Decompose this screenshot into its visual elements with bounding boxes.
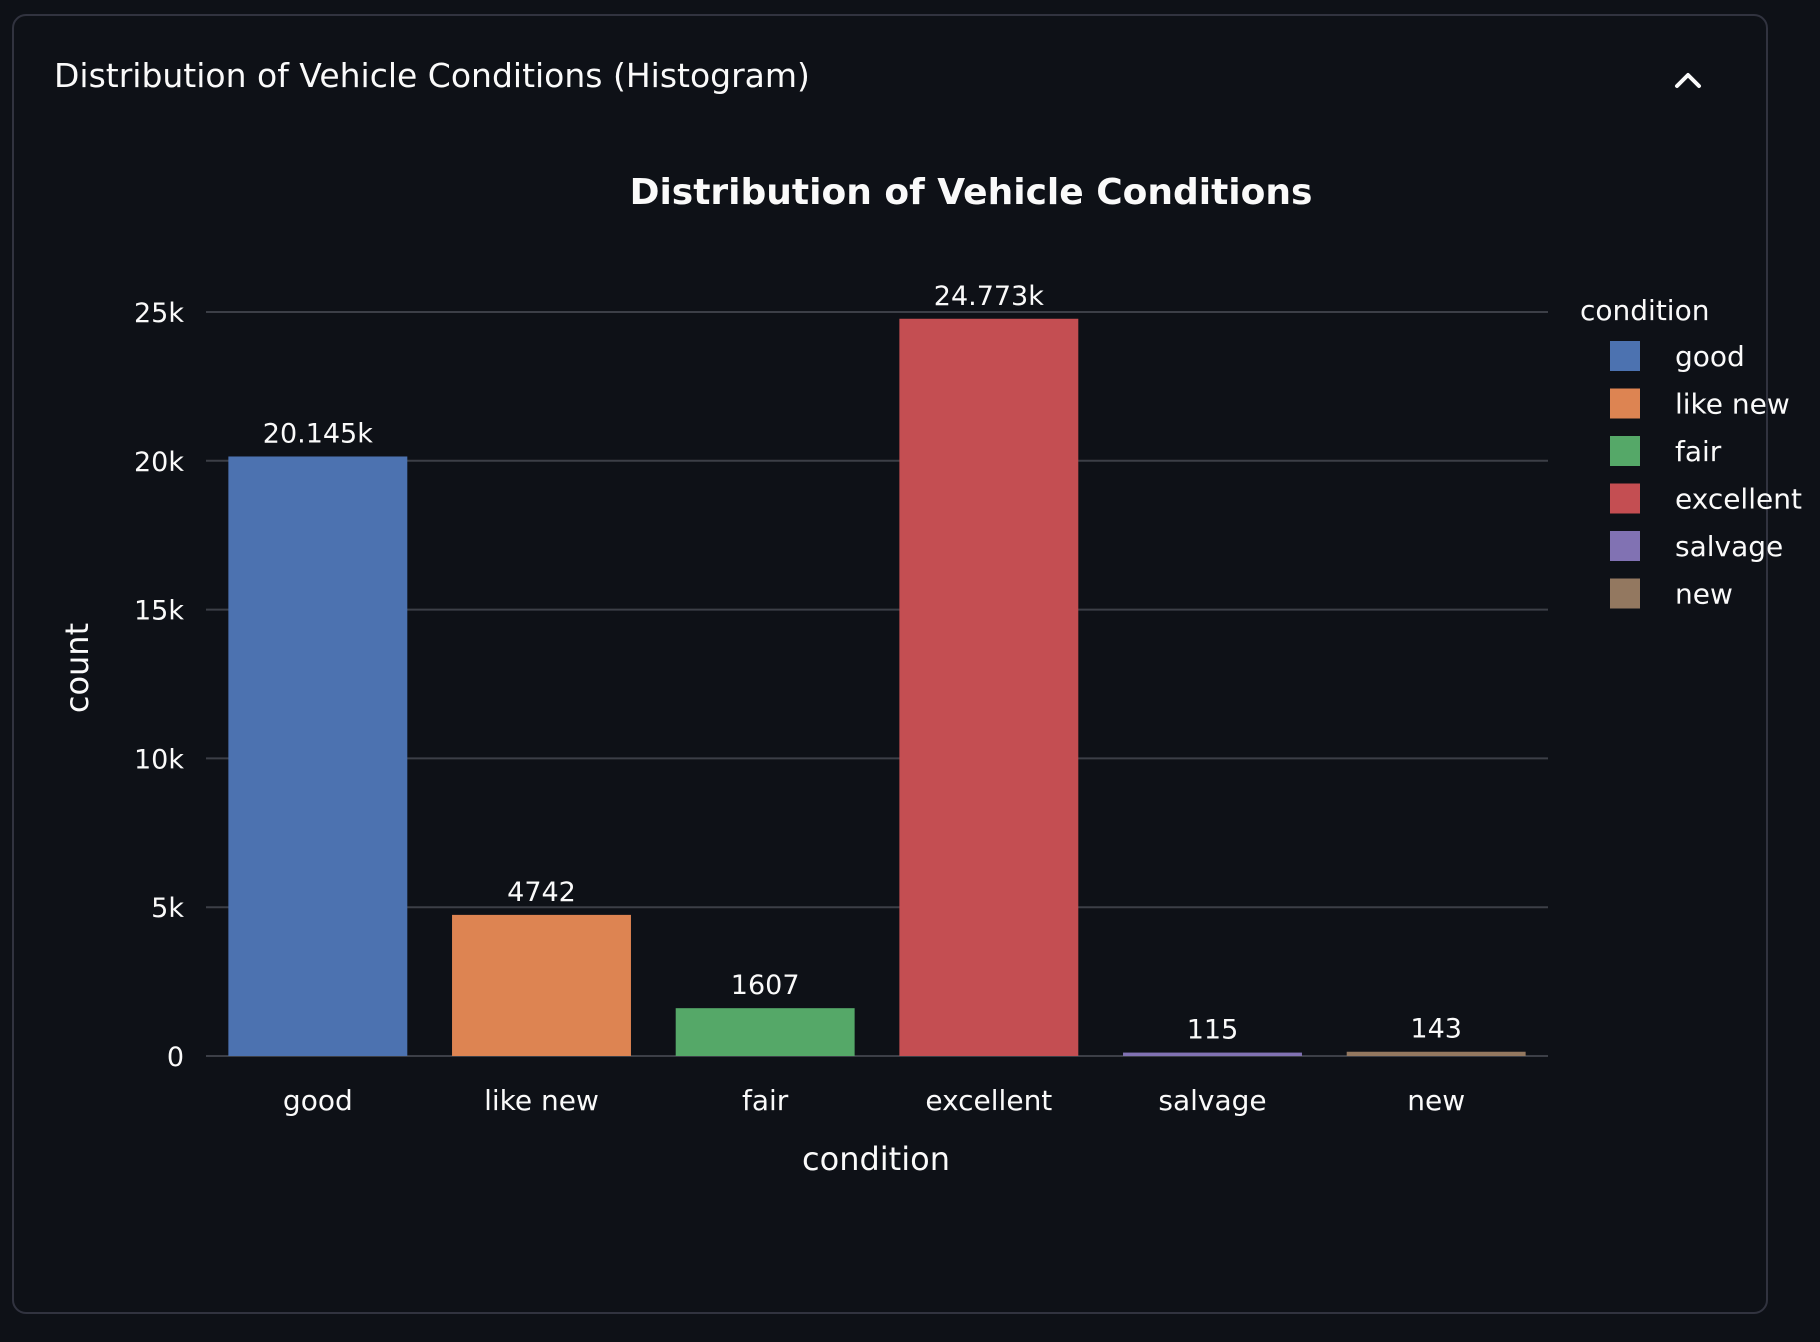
- bar-value-label: 1607: [731, 970, 800, 1001]
- expander-title: Distribution of Vehicle Conditions (Hist…: [54, 56, 810, 95]
- grid-lines: [206, 311, 1548, 1057]
- bar-fair[interactable]: [675, 1008, 855, 1056]
- legend-swatch: [1610, 578, 1640, 609]
- chart-title: Distribution of Vehicle Conditions: [630, 172, 1313, 213]
- bar-salvage[interactable]: [1123, 1052, 1302, 1056]
- legend-swatch: [1610, 436, 1640, 466]
- x-tick-label: like new: [484, 1084, 599, 1117]
- legend-item-label[interactable]: salvage: [1675, 530, 1783, 563]
- y-tick-label: 20k: [134, 447, 184, 478]
- legend-item-label[interactable]: good: [1675, 340, 1745, 373]
- x-axis-label: condition: [802, 1140, 950, 1178]
- bars: [228, 318, 1526, 1057]
- bar-new[interactable]: [1346, 1051, 1526, 1056]
- expander-header[interactable]: Distribution of Vehicle Conditions (Hist…: [14, 16, 1766, 134]
- legend-item-label[interactable]: new: [1675, 578, 1733, 611]
- bar-value-label: 4742: [507, 877, 576, 908]
- y-tick-label: 10k: [134, 744, 184, 775]
- x-tick-label: fair: [742, 1084, 789, 1117]
- y-tick-label: 5k: [151, 893, 184, 924]
- x-tick-label: new: [1407, 1084, 1465, 1117]
- bar-value-label: 20.145k: [263, 418, 373, 449]
- axes: 0 5k 10k 15k 20k 25k good like new fair excellent…: [134, 298, 1465, 1117]
- legend-item-label[interactable]: fair: [1675, 435, 1722, 468]
- chevron-up-icon[interactable]: [1668, 60, 1708, 100]
- legend-swatch: [1610, 483, 1640, 514]
- legend-item-label[interactable]: excellent: [1675, 483, 1802, 516]
- legend: condition good like new fair excellent salva…: [1580, 294, 1802, 611]
- y-tick-label: 0: [167, 1042, 184, 1073]
- legend-swatch: [1610, 341, 1640, 371]
- x-tick-label: excellent: [925, 1084, 1052, 1117]
- x-tick-label: good: [283, 1084, 353, 1117]
- bar-value-labels: 20.145k 4742 1607 24.773k 115 143: [263, 281, 1462, 1046]
- y-tick-label: 15k: [134, 596, 184, 627]
- y-tick-label: 25k: [134, 298, 184, 329]
- bar-value-label: 115: [1187, 1015, 1239, 1046]
- bar-value-label: 143: [1410, 1014, 1462, 1045]
- x-tick-label: salvage: [1158, 1084, 1266, 1117]
- bar-good[interactable]: [228, 456, 408, 1056]
- bar-like-new[interactable]: [452, 914, 631, 1056]
- bar-value-label: 24.773k: [934, 281, 1044, 312]
- legend-swatch: [1610, 531, 1640, 561]
- expander: Distribution of Vehicle Conditions (Hist…: [12, 14, 1768, 1314]
- bar-excellent[interactable]: [899, 318, 1079, 1057]
- legend-item-label[interactable]: like new: [1675, 388, 1790, 421]
- legend-swatch: [1610, 388, 1640, 419]
- y-axis-label: count: [58, 623, 96, 713]
- legend-title: condition: [1580, 294, 1709, 327]
